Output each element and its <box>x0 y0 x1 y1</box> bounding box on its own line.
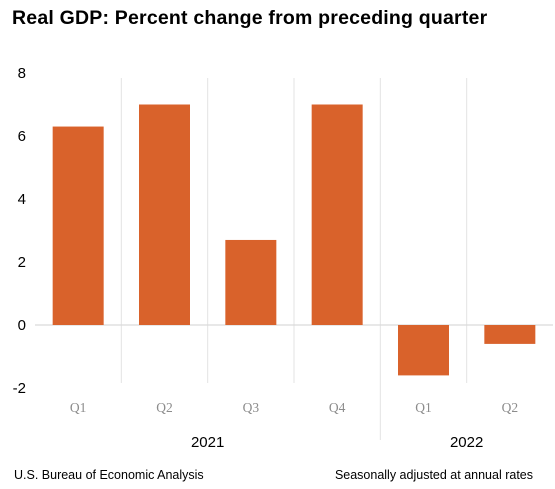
bar <box>52 126 104 325</box>
chart-title: Real GDP: Percent change from preceding … <box>12 7 488 29</box>
x-group-label: 2021 <box>191 434 224 451</box>
bar <box>139 104 190 325</box>
y-tick-label: 0 <box>18 317 26 334</box>
bars-layer <box>52 104 536 376</box>
y-tick-label: 6 <box>18 128 26 145</box>
y-tick-label: 4 <box>18 191 26 208</box>
x-category-label: Q3 <box>243 400 260 415</box>
seasonal-note: Seasonally adjusted at annual rates <box>334 468 533 482</box>
y-tick-label: -2 <box>13 380 26 397</box>
bar <box>311 104 363 325</box>
x-category-label: Q2 <box>502 400 519 415</box>
x-category-label: Q2 <box>156 400 173 415</box>
y-tick-label: 8 <box>18 65 26 82</box>
labels-layer: -2 0 2 4 6 8 Q1 Q2 Q3 Q4 Q1 Q2 2021 2022 <box>13 65 518 451</box>
x-category-label: Q1 <box>70 400 87 415</box>
axes-layer <box>35 78 553 440</box>
bar <box>398 325 449 376</box>
x-group-label: 2022 <box>450 434 483 451</box>
bar <box>225 239 277 325</box>
x-category-label: Q1 <box>415 400 432 415</box>
bar <box>484 325 536 344</box>
x-category-label: Q4 <box>329 400 346 415</box>
source-note: U.S. Bureau of Economic Analysis <box>14 468 204 482</box>
y-tick-label: 2 <box>18 254 26 271</box>
